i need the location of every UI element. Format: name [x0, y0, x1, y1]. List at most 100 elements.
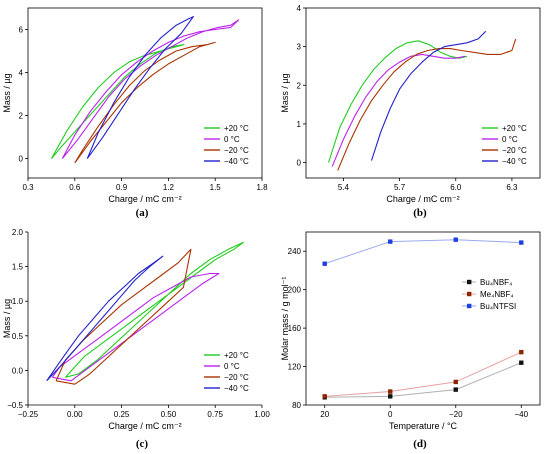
series-line	[327, 40, 468, 163]
x-tick-label: 0.75	[207, 410, 223, 419]
series-line	[64, 241, 244, 378]
series-line	[324, 351, 522, 397]
series-line	[331, 53, 466, 167]
legend-entry: 0 °C	[224, 135, 240, 144]
data-point	[453, 387, 458, 392]
y-tick-label: 2	[19, 112, 24, 121]
y-tick-label: 6	[19, 26, 24, 35]
y-axis-label: Mass / µg	[2, 73, 12, 112]
x-tick-label: 1.8	[256, 183, 268, 192]
legend-entry: −20 °C	[224, 146, 249, 155]
legend-entry: Me₄NBF₄	[480, 290, 514, 299]
legend-entry: −40 °C	[224, 384, 249, 393]
data-point	[519, 360, 524, 365]
legend-entry: +20 °C	[224, 351, 249, 360]
series-line	[46, 255, 164, 382]
x-axis-label: Temperature / °C	[389, 421, 458, 431]
y-tick-label: 160	[288, 324, 302, 333]
panel-3	[25, 231, 263, 408]
legend-entry: −40 °C	[224, 157, 249, 166]
y-tick-label: 1.0	[12, 297, 24, 306]
legend-entry: 0 °C	[502, 135, 518, 144]
x-tick-label: 1.00	[254, 410, 270, 419]
data-point	[453, 237, 458, 242]
y-tick-label: 0	[297, 159, 302, 168]
x-tick-label: 5.4	[338, 183, 350, 192]
y-tick-label: 2.0	[12, 228, 24, 237]
panel-4	[303, 231, 541, 408]
series-line	[370, 30, 487, 161]
y-axis-label: Mass / µg	[280, 73, 290, 112]
legend-swatch-marker	[467, 279, 472, 285]
panel-label: (d)	[413, 438, 427, 450]
series-line	[50, 44, 185, 159]
x-tick-label: 0.50	[161, 410, 177, 419]
data-point	[453, 379, 458, 385]
series-line	[74, 41, 216, 164]
series-line	[61, 19, 240, 159]
panel-label: (c)	[136, 438, 149, 450]
y-tick-label: 80	[292, 401, 301, 410]
y-tick-label: 120	[288, 363, 302, 372]
x-axis-label: Charge / mC cm⁻²	[108, 421, 181, 431]
y-axis-label: Mass / µg	[2, 299, 12, 338]
x-tick-label: 20	[320, 410, 329, 419]
series-line	[337, 38, 517, 171]
data-point	[322, 394, 327, 399]
x-tick-label: −0.25	[18, 410, 39, 419]
y-tick-label: 1	[297, 120, 302, 129]
y-tick-label: 2	[297, 81, 302, 90]
data-point	[322, 261, 327, 266]
y-tick-label: 200	[288, 286, 302, 295]
series-line	[55, 248, 192, 385]
legend-swatch-marker	[467, 303, 472, 309]
series-line	[324, 362, 522, 398]
legend-entry: Bu₄NBF₄	[480, 278, 512, 287]
x-tick-label: 1.2	[163, 183, 175, 192]
legend-swatch-marker	[467, 291, 472, 297]
panel-1	[25, 7, 263, 181]
y-tick-label: 4	[297, 4, 302, 13]
series-line	[324, 239, 522, 265]
x-tick-label: 0	[388, 410, 393, 419]
plot-frame	[305, 231, 541, 406]
plot-frame	[305, 7, 541, 179]
y-tick-label: 0.0	[12, 366, 24, 375]
y-tick-label: 4	[19, 69, 24, 78]
data-point	[388, 389, 393, 394]
legend-entry: +20 °C	[224, 124, 249, 133]
x-tick-label: −20	[449, 410, 463, 419]
x-tick-label: 0.25	[114, 410, 130, 419]
series-line	[51, 272, 220, 382]
y-tick-label: 0.5	[12, 332, 24, 341]
y-axis-label: Molar mass / g mol⁻¹	[280, 277, 290, 361]
legend-entry: −20 °C	[224, 373, 249, 382]
legend-entry: −40 °C	[502, 157, 527, 166]
x-tick-label: −40	[514, 410, 528, 419]
x-tick-label: 6.0	[450, 183, 462, 192]
y-tick-label: 0	[19, 155, 24, 164]
legend-entry: +20 °C	[502, 124, 527, 133]
y-tick-label: 3	[297, 43, 302, 52]
x-tick-label: 6.3	[506, 183, 518, 192]
panel-label: (a)	[136, 207, 149, 219]
x-tick-label: 0.6	[69, 183, 81, 192]
x-tick-label: 0.9	[116, 183, 128, 192]
data-point	[388, 394, 393, 399]
x-axis-label: Charge / mC cm⁻²	[386, 194, 459, 204]
series-line	[86, 16, 194, 159]
legend-entry: 0 °C	[224, 362, 240, 371]
legend-entry: −20 °C	[502, 146, 527, 155]
y-tick-label: −0.5	[7, 401, 23, 410]
panel-label: (b)	[413, 207, 427, 219]
panel-2	[303, 7, 541, 181]
x-tick-label: 0.3	[22, 183, 34, 192]
x-tick-label: 5.7	[394, 183, 406, 192]
plot-frame	[27, 7, 263, 179]
data-point	[388, 239, 393, 244]
data-point	[519, 240, 524, 245]
y-tick-label: 240	[288, 247, 302, 256]
y-tick-label: 1.5	[12, 263, 24, 272]
x-axis-label: Charge / mC cm⁻²	[108, 194, 181, 204]
